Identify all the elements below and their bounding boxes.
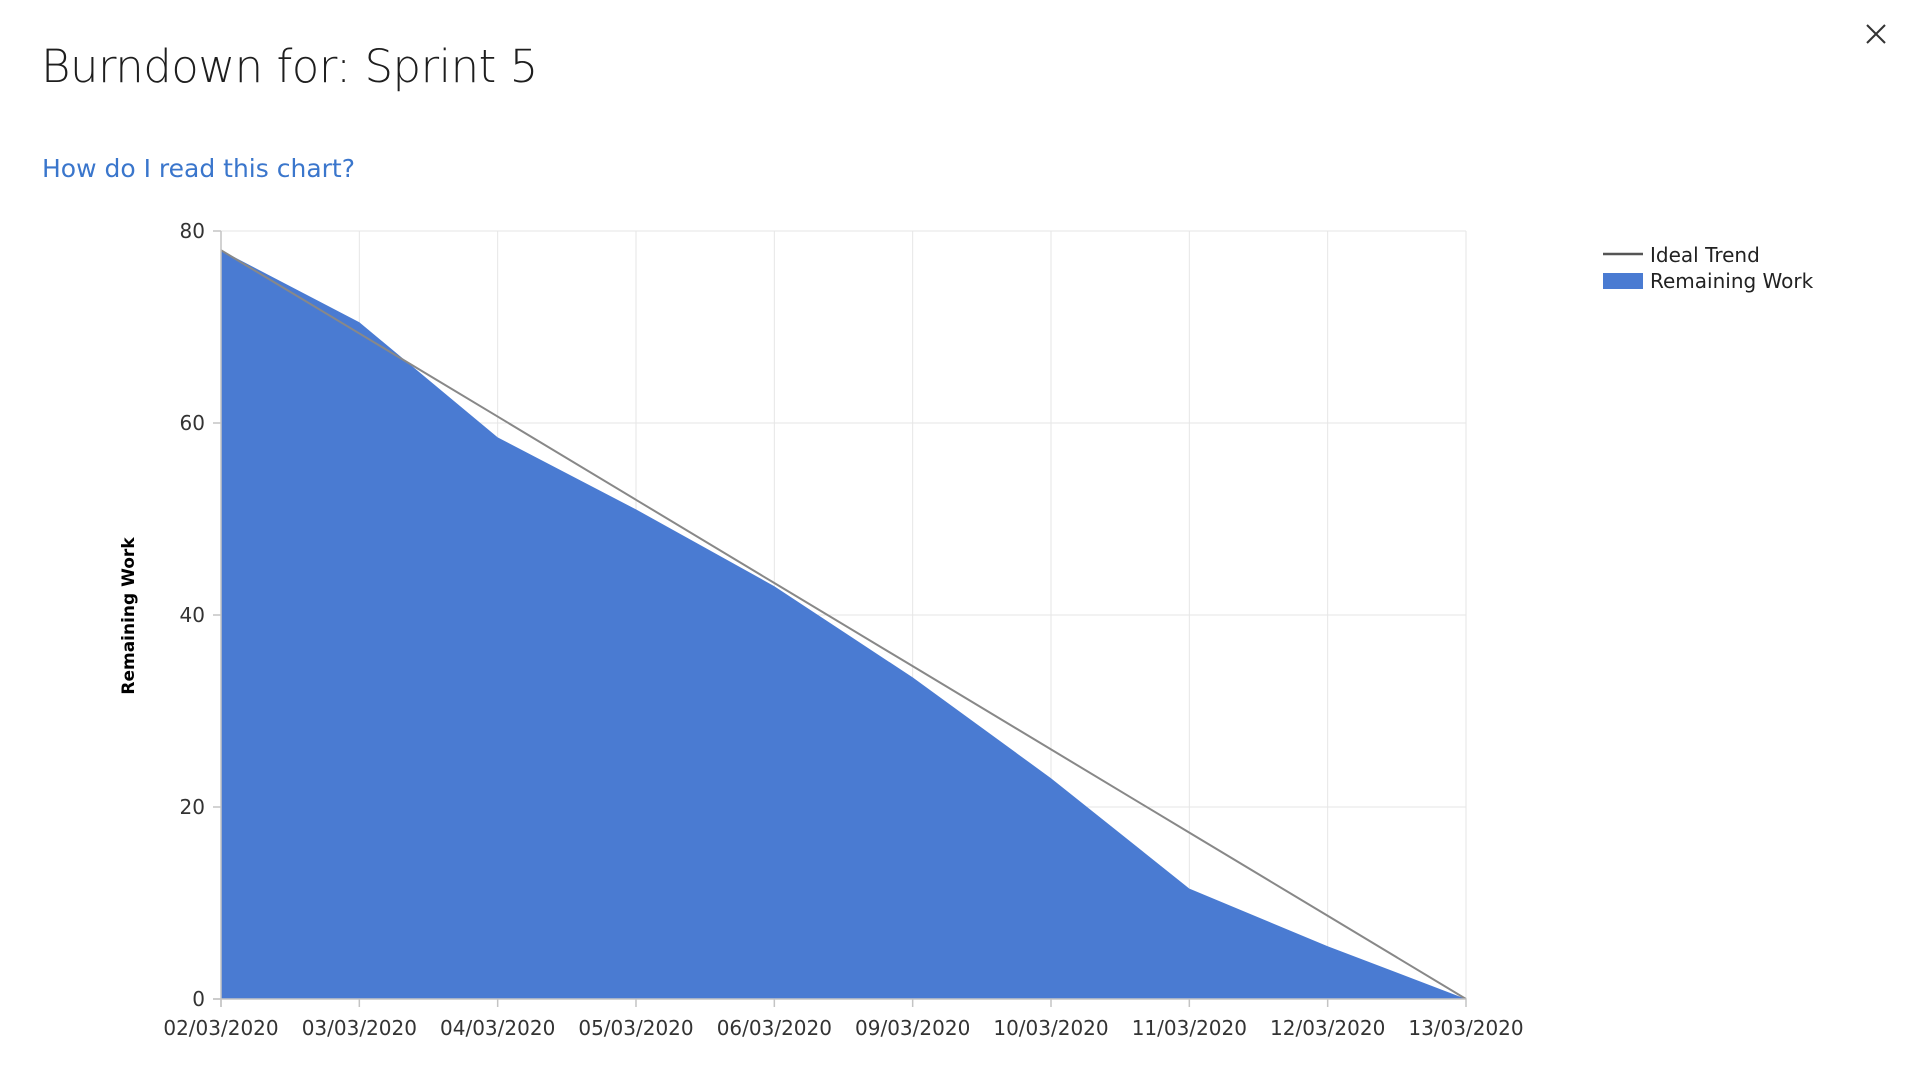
x-tick-label: 12/03/2020: [1270, 1016, 1385, 1040]
x-axis-ticks: 02/03/2020 03/03/2020 04/03/2020 05/03/2020…: [163, 999, 1524, 1040]
y-tick-label: 0: [192, 987, 205, 1011]
close-button[interactable]: [1856, 14, 1896, 54]
x-tick-label: 11/03/2020: [1132, 1016, 1247, 1040]
ideal-trend-polyline: [220, 249, 1467, 1000]
x-tick-label: 10/03/2020: [993, 1016, 1108, 1040]
page-title: Burndown for: Sprint 5: [41, 40, 538, 93]
y-axis-ticks: 0 20 40 60 80: [180, 219, 221, 1011]
x-tick-label: 05/03/2020: [578, 1016, 693, 1040]
chart-legend: Ideal Trend Remaining Work: [1603, 243, 1814, 293]
legend-ideal-trend-label: Ideal Trend: [1650, 243, 1760, 267]
help-link[interactable]: How do I read this chart?: [42, 154, 355, 183]
remaining-work-area: [221, 250, 1466, 999]
x-tick-label: 13/03/2020: [1408, 1016, 1523, 1040]
y-tick-label: 60: [180, 411, 205, 435]
y-tick-label: 40: [180, 603, 205, 627]
remaining-work-area-path: [221, 250, 1466, 999]
x-tick-label: 02/03/2020: [163, 1016, 278, 1040]
y-tick-label: 20: [180, 795, 205, 819]
ideal-trend-line: [220, 249, 1467, 1000]
x-tick-label: 09/03/2020: [855, 1016, 970, 1040]
y-tick-label: 80: [180, 219, 205, 243]
legend-remaining-work-swatch: [1603, 273, 1643, 289]
y-axis-label: Remaining Work: [119, 537, 139, 695]
x-tick-label: 03/03/2020: [302, 1016, 417, 1040]
chart-axes: [213, 231, 1466, 1007]
x-tick-label: 04/03/2020: [440, 1016, 555, 1040]
x-tick-label: 06/03/2020: [717, 1016, 832, 1040]
legend-remaining-work-label: Remaining Work: [1650, 269, 1814, 293]
close-icon: [1866, 24, 1886, 44]
